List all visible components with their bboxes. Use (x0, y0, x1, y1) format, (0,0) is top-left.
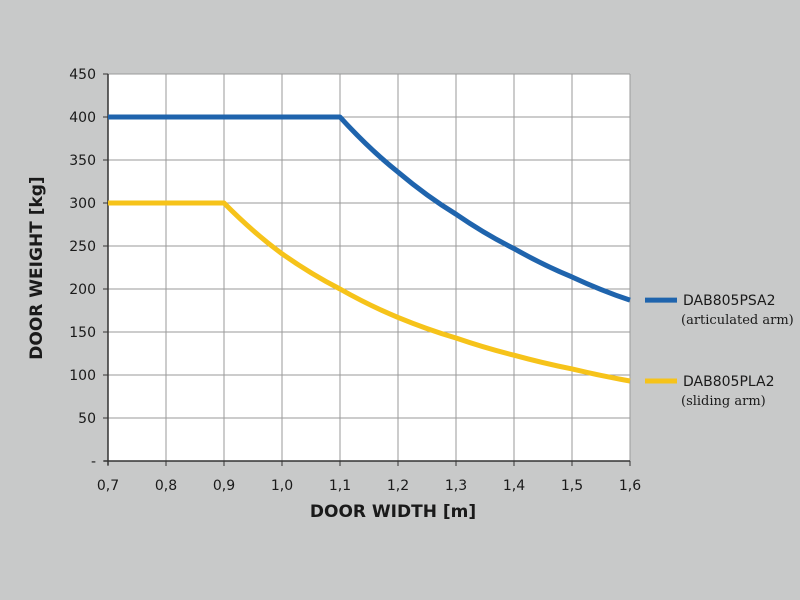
y-tick-label: 450 (69, 67, 96, 83)
x-tick-label: 1,2 (387, 478, 409, 494)
y-tick-label: 250 (69, 239, 96, 255)
series-lines (108, 114, 631, 384)
y-axis-title: DOOR WEIGHT [kg] (27, 176, 47, 359)
y-tick-label: - (91, 454, 96, 470)
x-tick-label: 1,0 (271, 478, 293, 494)
y-tick-label: 150 (69, 325, 96, 341)
legend-sublabel-1: (sliding arm) (681, 394, 766, 409)
x-tick-label: 1,5 (561, 478, 583, 494)
plot-area (108, 74, 630, 461)
legend-label-0: DAB805PSA2 (683, 293, 776, 309)
x-tick-label: 1,1 (329, 478, 351, 494)
legend-label-1: DAB805PLA2 (683, 374, 775, 390)
axes (103, 73, 631, 466)
x-tick-label: 0,8 (155, 478, 177, 494)
x-tick-label: 1,6 (619, 478, 641, 494)
legend: DAB805PSA2 (articulated arm) DAB805PLA2 (sl… (645, 293, 794, 409)
y-tick-labels: - 50 100 150 200 250 300 350 400 450 (69, 67, 96, 470)
series-line-0 (108, 114, 631, 303)
y-tick-label: 200 (69, 282, 96, 298)
x-tick-label: 1,3 (445, 478, 467, 494)
x-tick-label: 0,9 (213, 478, 235, 494)
y-tick-label: 50 (78, 411, 96, 427)
x-tick-label: 1,4 (503, 478, 525, 494)
y-tick-label: 100 (69, 368, 96, 384)
y-tick-label: 400 (69, 110, 96, 126)
x-tick-label: 0,7 (97, 478, 119, 494)
grid (107, 73, 631, 462)
x-axis-title: DOOR WIDTH [m] (310, 502, 476, 522)
y-tick-label: 300 (69, 196, 96, 212)
y-tick-label: 350 (69, 153, 96, 169)
x-tick-labels: 0,7 0,8 0,9 1,0 1,1 1,2 1,3 1,4 1,5 1,6 (97, 478, 641, 494)
series-line-1 (108, 200, 631, 384)
legend-sublabel-0: (articulated arm) (681, 313, 794, 328)
